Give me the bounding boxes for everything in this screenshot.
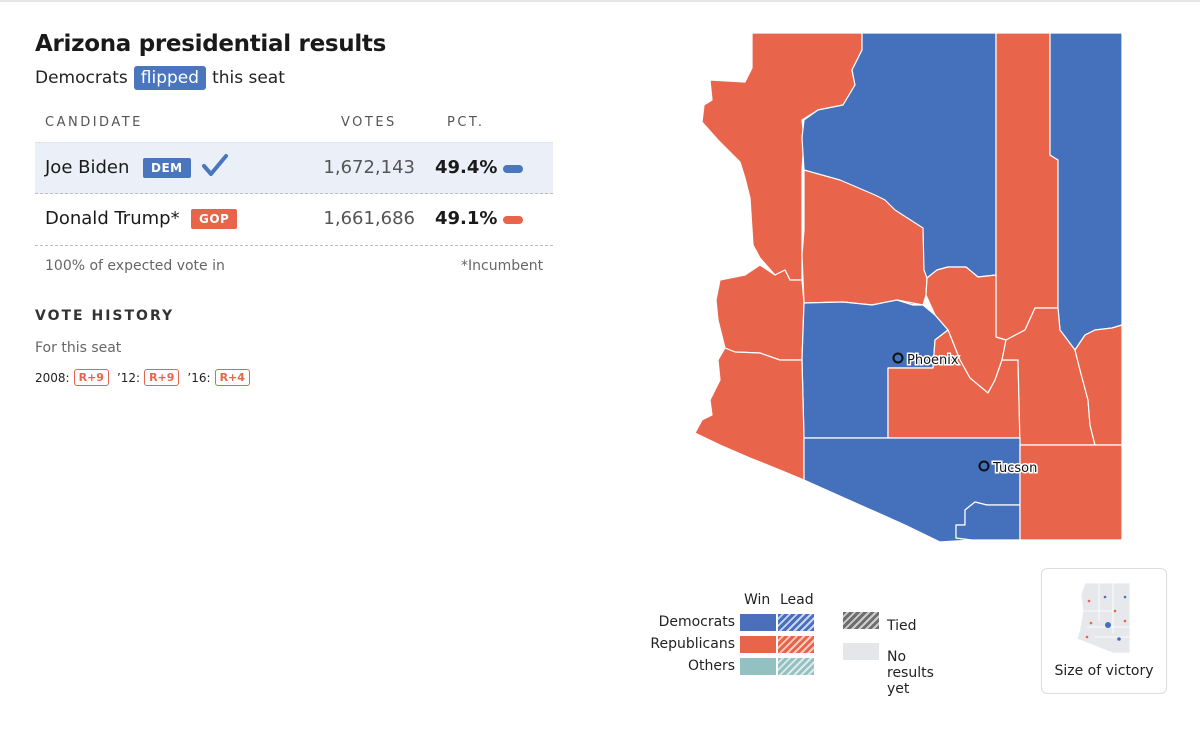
size-of-victory-label: Size of victory xyxy=(1054,663,1154,679)
flip-subtitle: Democrats flipped this seat xyxy=(35,66,285,90)
candidate-votes: 1,661,686 xyxy=(323,208,415,229)
pct-bar xyxy=(503,165,523,173)
legend-label-others: Others xyxy=(687,658,735,674)
legend-swatch-no-results xyxy=(843,643,879,660)
results-table-header: CANDIDATE VOTES PCT. xyxy=(35,106,553,142)
legend-head-lead: Lead xyxy=(780,592,814,608)
vote-history-list: 2008: R+9 ’12: R+9 ’16: R+4 xyxy=(35,369,258,386)
legend-swatch-tied xyxy=(843,612,879,629)
vote-history-subtitle: For this seat xyxy=(35,340,122,356)
candidate-name: Donald Trump* xyxy=(45,208,180,229)
history-year: ’12: xyxy=(116,370,141,385)
mini-map-icon xyxy=(1076,582,1131,654)
header-votes: VOTES xyxy=(341,115,397,130)
legend-swatch-rep-win xyxy=(740,636,776,653)
header-candidate: CANDIDATE xyxy=(45,115,143,130)
subtitle-party: Democrats xyxy=(35,68,128,88)
arizona-county-map: Phoenix Tucson xyxy=(694,32,1123,543)
county-apache[interactable] xyxy=(1049,32,1123,351)
candidate-pct: 49.4% xyxy=(435,157,498,178)
candidate-pct: 49.1% xyxy=(435,208,498,229)
candidate-name: Joe Biden xyxy=(45,157,130,178)
history-margin-badge: R+9 xyxy=(144,369,180,386)
legend-swatch-rep-lead xyxy=(778,636,814,653)
legend-label-tied: Tied xyxy=(887,618,917,634)
winner-check-icon xyxy=(202,154,228,176)
results-table: CANDIDATE VOTES PCT. Joe Biden DEM 1,672… xyxy=(35,106,553,246)
top-divider xyxy=(0,0,1200,2)
incumbent-note: *Incumbent xyxy=(461,258,544,274)
party-badge-dem: DEM xyxy=(143,158,191,178)
history-margin-badge: R+4 xyxy=(214,369,250,386)
county-santacruz[interactable] xyxy=(955,501,1021,541)
legend-label-democrats: Democrats xyxy=(658,614,735,630)
legend-label-republicans: Republicans xyxy=(650,636,735,652)
county-yuma[interactable] xyxy=(694,347,805,481)
county-cochise[interactable] xyxy=(1019,444,1123,541)
legend-label-no-results: No results yet xyxy=(887,649,934,697)
vote-history-title: VOTE HISTORY xyxy=(35,308,175,324)
legend-swatch-dem-lead xyxy=(778,614,814,631)
page-title: Arizona presidential results xyxy=(35,31,386,57)
city-label-tucson: Tucson xyxy=(992,461,1037,476)
size-of-victory-button[interactable]: Size of victory xyxy=(1041,568,1167,694)
subtitle-tail: this seat xyxy=(212,68,285,88)
county-navajo[interactable] xyxy=(995,32,1059,341)
legend-swatch-oth-lead xyxy=(778,658,814,675)
legend-swatch-oth-win xyxy=(740,658,776,675)
phoenix-marker-icon xyxy=(892,352,904,364)
legend-head-win: Win xyxy=(744,592,771,608)
history-year: 2008: xyxy=(35,370,70,385)
flipped-badge: flipped xyxy=(133,66,207,90)
expected-vote-note: 100% of expected vote in xyxy=(45,258,225,274)
pct-bar xyxy=(503,216,523,224)
history-year: ’16: xyxy=(187,370,211,385)
header-pct: PCT. xyxy=(447,115,485,130)
legend-swatch-dem-win xyxy=(740,614,776,631)
party-badge-gop: GOP xyxy=(191,209,238,229)
tucson-marker-icon xyxy=(978,460,990,472)
history-margin-badge: R+9 xyxy=(73,369,109,386)
city-label-phoenix: Phoenix xyxy=(907,353,959,368)
table-row: Donald Trump* GOP 1,661,686 49.1% xyxy=(35,194,553,246)
table-row: Joe Biden DEM 1,672,143 49.4% xyxy=(35,142,553,194)
candidate-votes: 1,672,143 xyxy=(323,157,415,178)
